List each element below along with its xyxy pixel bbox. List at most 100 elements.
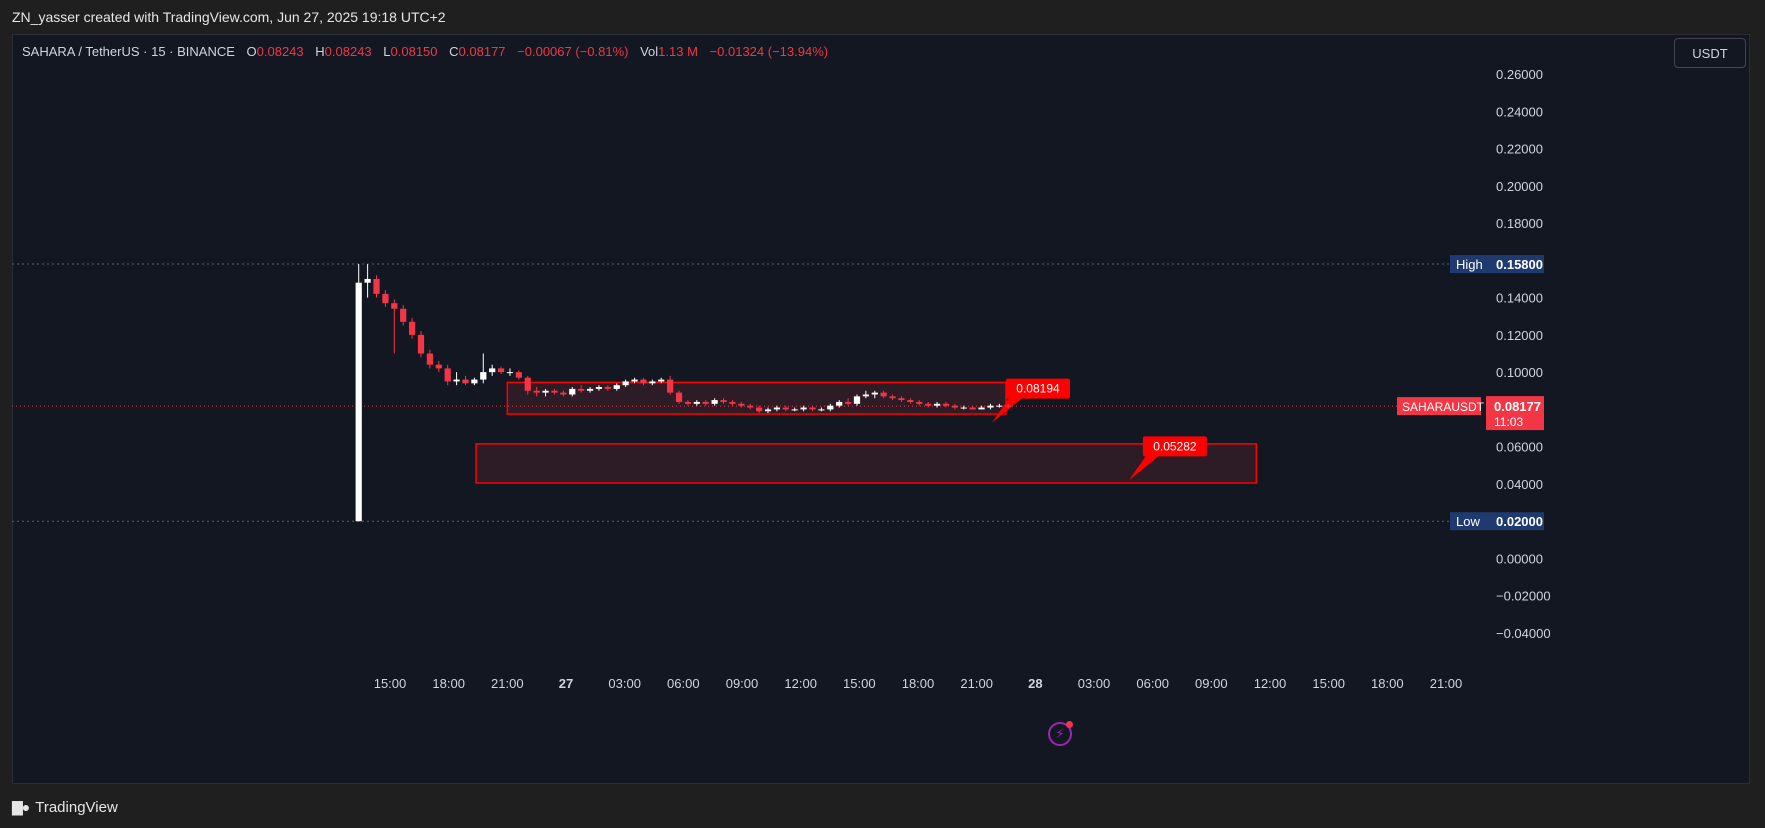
candle-body[interactable] [702, 401, 709, 404]
candle-body[interactable] [560, 392, 567, 395]
candle-body[interactable] [960, 407, 967, 409]
candle-body[interactable] [969, 407, 976, 410]
symbol-name[interactable]: SAHARA / TetherUS · 15 · BINANCE [22, 44, 235, 59]
candle-body[interactable] [462, 379, 469, 384]
lower-support-box[interactable] [475, 443, 1258, 484]
candle-body[interactable] [836, 401, 843, 406]
candle-body[interactable] [400, 308, 407, 322]
lower-support-box-callout-label: 0.05282 [1153, 439, 1197, 453]
candle-body[interactable] [720, 400, 727, 402]
tradingview-logo[interactable]: ▇● TradingView [12, 796, 118, 818]
symbol-price-tag [1397, 397, 1481, 416]
low-tag [1450, 512, 1492, 531]
candle-body[interactable] [595, 387, 603, 389]
candle-body[interactable] [764, 409, 772, 412]
candle-body[interactable] [907, 400, 914, 402]
candle-body[interactable] [426, 353, 434, 365]
candle-body[interactable] [480, 372, 487, 380]
candle-body[interactable] [408, 321, 416, 335]
candle-body[interactable] [898, 398, 905, 401]
candle-body[interactable] [871, 392, 878, 395]
candle-body[interactable] [684, 401, 692, 404]
candle-body[interactable] [844, 401, 852, 404]
candle-body[interactable] [382, 293, 389, 304]
candle-body[interactable] [355, 282, 362, 522]
x-tick-label: 18:00 [1371, 676, 1404, 691]
high-value-tag [1492, 255, 1544, 274]
candle-body[interactable] [453, 379, 460, 382]
candle-body[interactable] [604, 387, 611, 389]
candle-body[interactable] [533, 390, 540, 393]
lower-support-box-callout[interactable] [1142, 436, 1207, 457]
candle-body[interactable] [622, 381, 629, 386]
candle-body[interactable] [435, 364, 442, 369]
high-tag-label: High [1456, 257, 1483, 272]
candle-body[interactable] [889, 396, 896, 399]
candle-body[interactable] [853, 396, 861, 404]
lightning-icon[interactable]: ⚡ [1048, 721, 1073, 746]
high-label: H [315, 44, 325, 59]
candle-body[interactable] [862, 394, 869, 397]
candle-body[interactable] [996, 405, 1003, 407]
candle-body[interactable] [916, 401, 923, 404]
candle-body[interactable] [506, 372, 514, 374]
candle-body[interactable] [586, 388, 594, 391]
candle-body[interactable] [497, 368, 505, 373]
candle-body[interactable] [569, 388, 576, 395]
candle-body[interactable] [693, 401, 700, 404]
candle-body[interactable] [987, 405, 994, 408]
candle-body[interactable] [471, 379, 478, 384]
y-tick-label: 0.14000 [1496, 291, 1543, 306]
candle-body[interactable] [711, 400, 718, 404]
candle-body[interactable] [951, 405, 958, 408]
symbol-legend: SAHARA / TetherUS · 15 · BINANCE O0.0824… [22, 44, 836, 59]
candle-body[interactable] [631, 379, 638, 382]
upper-range-box-callout[interactable] [1006, 378, 1070, 399]
candle-body[interactable] [800, 407, 807, 410]
candle-body[interactable] [551, 390, 558, 393]
candle-body[interactable] [524, 377, 531, 391]
candle-body[interactable] [880, 392, 887, 397]
candle-body[interactable] [729, 401, 736, 404]
x-tick-label: 18:00 [432, 676, 465, 691]
candle-body[interactable] [933, 403, 941, 406]
candle-body[interactable] [640, 379, 647, 384]
candle-body[interactable] [827, 405, 834, 410]
candle-body[interactable] [738, 403, 745, 406]
x-tick-label: 15:00 [843, 676, 876, 691]
candle-body[interactable] [818, 409, 825, 411]
candle-body[interactable] [373, 278, 380, 294]
currency-button[interactable]: USDT [1674, 38, 1746, 68]
candle-body[interactable] [391, 303, 398, 309]
x-tick-label: 03:00 [608, 676, 641, 691]
x-tick-label: 09:00 [726, 676, 759, 691]
candle-body[interactable] [675, 392, 683, 402]
candle-body[interactable] [782, 407, 789, 410]
candle-body[interactable] [515, 372, 522, 378]
candle-body[interactable] [649, 381, 656, 384]
x-tick-label: 06:00 [667, 676, 700, 691]
candle-body[interactable] [942, 403, 950, 406]
candle-body[interactable] [791, 409, 798, 411]
candle-body[interactable] [925, 403, 932, 406]
candle-body[interactable] [667, 379, 674, 393]
candle-body[interactable] [747, 405, 754, 408]
x-tick-label: 21:00 [960, 676, 993, 691]
candle-body[interactable] [364, 278, 371, 283]
candle-body[interactable] [489, 368, 496, 373]
candle-body[interactable] [1005, 405, 1012, 407]
candle-body[interactable] [978, 407, 985, 410]
y-tick-label: 0.18000 [1496, 216, 1543, 231]
candle-body[interactable] [417, 334, 425, 354]
brand-name: TradingView [35, 798, 118, 816]
candle-body[interactable] [658, 379, 665, 382]
candle-body[interactable] [809, 407, 816, 410]
candle-body[interactable] [444, 368, 451, 382]
candle-body[interactable] [578, 388, 585, 391]
attribution-bar: ZN_yasser created with TradingView.com, … [0, 0, 1765, 34]
candle-body[interactable] [773, 407, 781, 410]
candle-body[interactable] [542, 390, 549, 393]
candle-body[interactable] [613, 385, 620, 389]
candle-body[interactable] [755, 407, 763, 412]
